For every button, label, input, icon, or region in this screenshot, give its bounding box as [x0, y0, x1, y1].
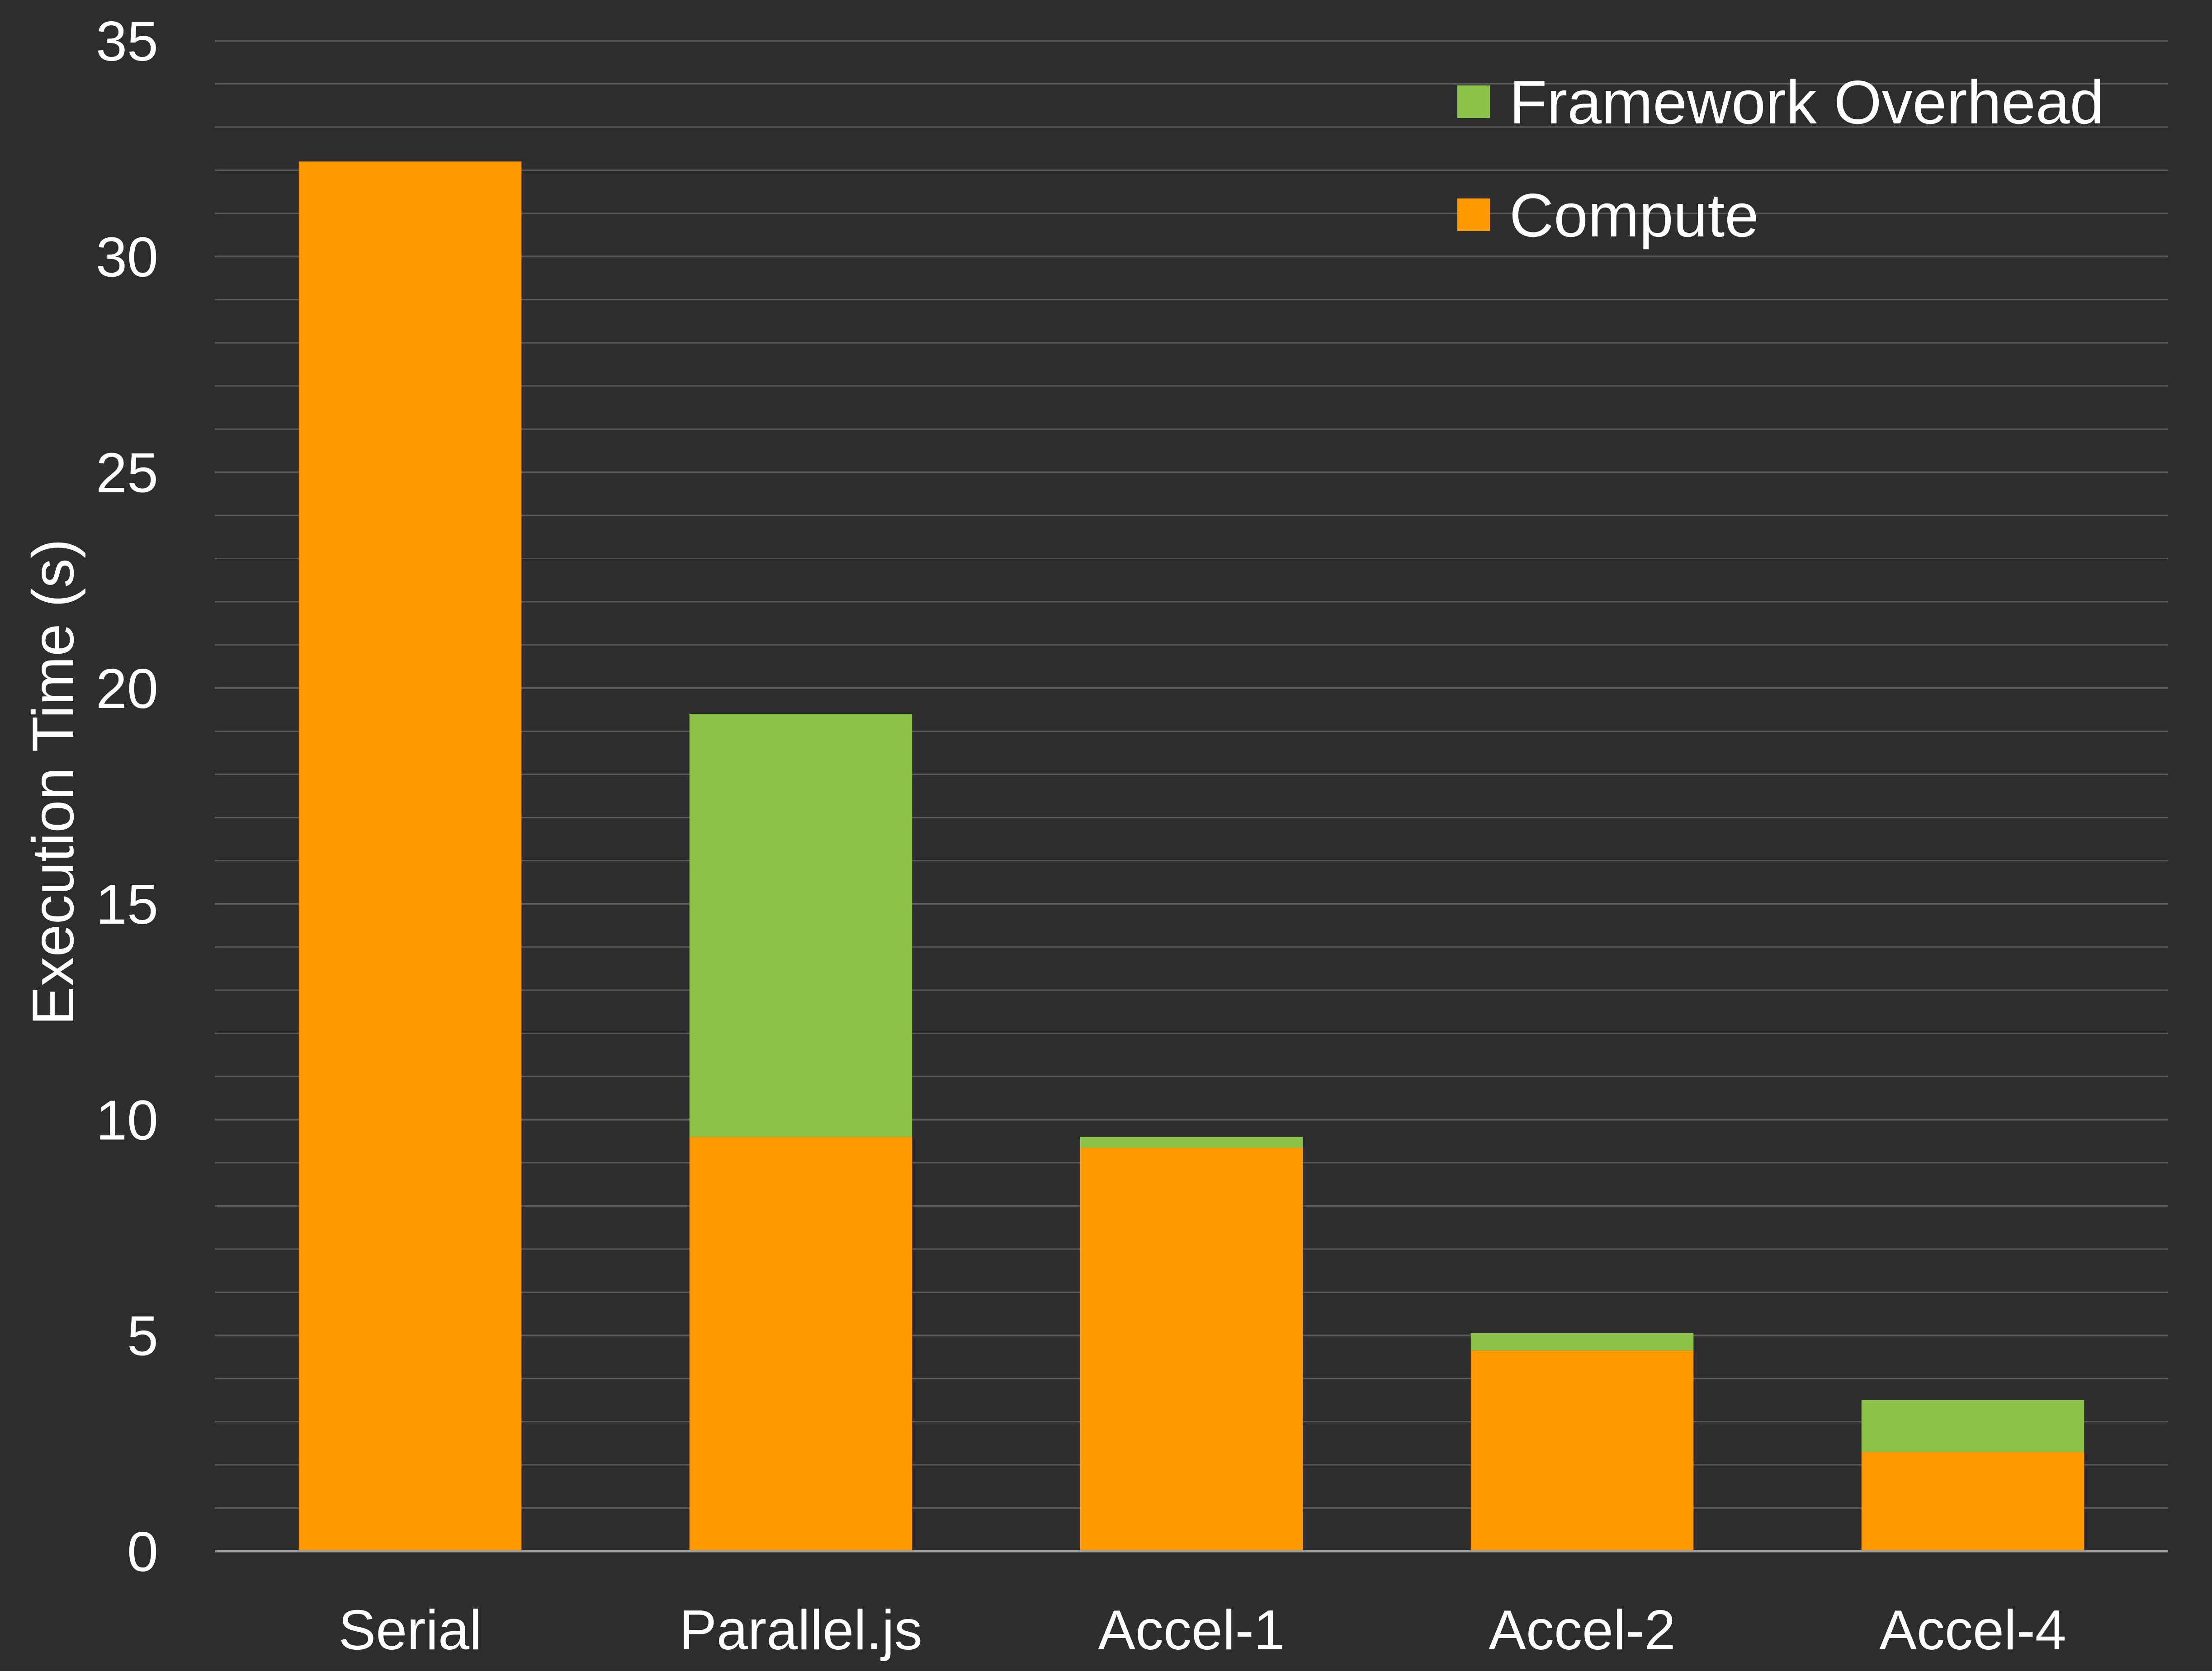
x-tick-label: Accel-2 — [1489, 1599, 1675, 1662]
y-tick-label: 20 — [96, 658, 158, 720]
y-axis-title: Execution Time (s) — [20, 539, 86, 1025]
legend: Framework Overhead Compute — [1457, 68, 2104, 250]
y-tick-label: 30 — [96, 226, 158, 288]
x-axis-tick-labels: Serial Parallel.js Accel-1 Accel-2 Accel-4 — [338, 1599, 2066, 1662]
bar-framework-overhead — [1080, 1137, 1303, 1148]
y-tick-label: 15 — [96, 873, 158, 936]
y-tick-label: 10 — [96, 1089, 158, 1152]
y-tick-label: 35 — [96, 10, 158, 73]
y-tick-label: 0 — [127, 1521, 158, 1583]
bar-framework-overhead — [1861, 1400, 2084, 1452]
x-tick-label: Parallel.js — [679, 1599, 922, 1662]
gridlines — [215, 40, 2168, 1509]
bar-compute — [1861, 1452, 2084, 1551]
legend-label: Framework Overhead — [1509, 68, 2104, 137]
legend-swatch — [1457, 85, 1490, 118]
y-tick-label: 5 — [127, 1305, 158, 1368]
bar-compute — [298, 161, 522, 1551]
bar-compute — [1470, 1350, 1694, 1551]
x-tick-label: Accel-1 — [1098, 1599, 1285, 1662]
bar-framework-overhead — [1470, 1333, 1694, 1351]
x-tick-label: Serial — [338, 1599, 482, 1662]
y-tick-label: 25 — [96, 442, 158, 505]
bar-compute — [1080, 1147, 1303, 1551]
bar-compute — [689, 1137, 912, 1551]
legend-swatch — [1457, 198, 1490, 231]
bars — [298, 161, 2084, 1551]
legend-label: Compute — [1509, 181, 1759, 250]
bar-framework-overhead — [689, 714, 912, 1137]
x-tick-label: Accel-4 — [1879, 1599, 2066, 1662]
y-axis-tick-labels: 0 5 10 15 20 25 30 35 — [96, 10, 158, 1583]
